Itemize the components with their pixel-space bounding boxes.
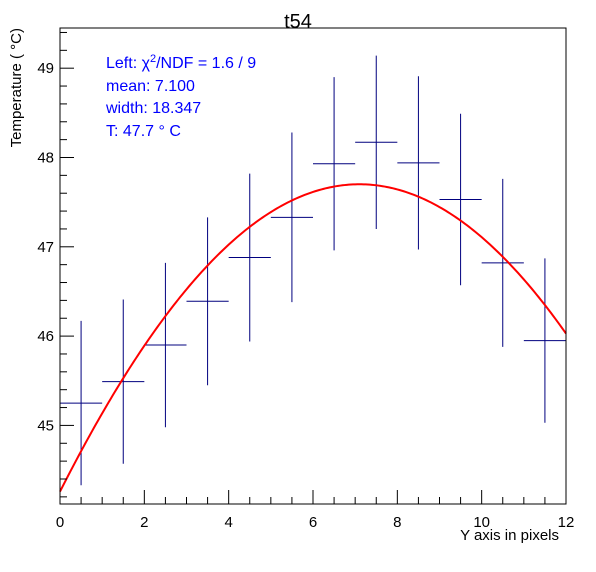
y-tick-label: 47 — [37, 239, 54, 256]
x-tick-label: 8 — [393, 514, 401, 531]
data-point — [186, 217, 229, 386]
stats-mean: mean: 7.100 — [106, 78, 195, 95]
y-tick-label: 48 — [37, 149, 54, 166]
fit-curve — [59, 183, 567, 493]
x-tick-label: 12 — [558, 514, 575, 531]
y-axis-title: Temperature ( °C) — [8, 28, 25, 147]
x-axis: 0 2 4 6 8 10 12 — [56, 490, 575, 531]
data-point — [523, 258, 566, 423]
data-layer — [60, 55, 566, 486]
x-tick-label: 2 — [140, 514, 148, 531]
data-point — [313, 77, 356, 251]
data-point — [228, 173, 271, 342]
stats-chi2-symbol: χ — [142, 55, 151, 72]
stats-width: width: 18.347 — [105, 100, 201, 117]
y-axis: 45 46 47 48 49 — [37, 31, 74, 498]
data-point — [144, 262, 187, 428]
y-tick-label: 46 — [37, 328, 54, 345]
x-tick-label: 6 — [309, 514, 317, 531]
stats-box: Left: χ2/NDF = 1.6 / 9 mean: 7.100 width… — [105, 53, 256, 140]
fit-layer — [59, 183, 567, 493]
data-point — [355, 55, 398, 229]
stats-temperature: T: 47.7 ° C — [106, 123, 181, 140]
data-point — [60, 320, 103, 486]
y-tick-label: 45 — [37, 417, 54, 434]
data-point — [270, 132, 313, 303]
stats-chi2-prefix: Left: — [106, 55, 142, 72]
stats-chi2-line: Left: χ2/NDF = 1.6 / 9 — [106, 53, 256, 72]
data-point — [102, 299, 145, 464]
x-axis-title: Y axis in pixels — [460, 527, 559, 544]
y-tick-label: 49 — [37, 60, 54, 77]
stats-chi2-suffix: /NDF = 1.6 / 9 — [156, 55, 256, 72]
data-point — [439, 113, 482, 286]
x-tick-label: 0 — [56, 514, 64, 531]
x-tick-label: 4 — [224, 514, 232, 531]
data-point — [397, 76, 440, 250]
x-tick-label: 10 — [473, 514, 490, 531]
chart-title: t54 — [284, 11, 312, 33]
stats-chi2-exponent: 2 — [150, 53, 156, 65]
data-point — [481, 178, 524, 347]
